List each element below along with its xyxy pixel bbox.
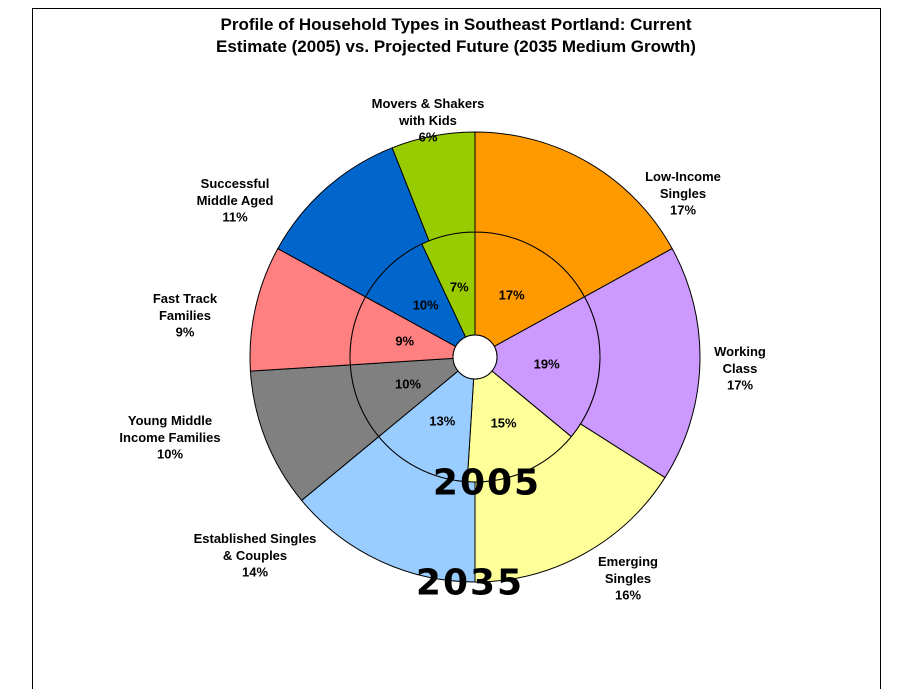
doughnut-slice [579, 247, 701, 479]
data-label: 7% [449, 279, 469, 295]
doughnut-slice [391, 131, 476, 242]
data-label: 9% [175, 324, 195, 340]
category-label: Established Singles & Couples [193, 531, 317, 563]
category-label: Movers & Shakers with Kids [371, 96, 485, 128]
data-label: 15% [490, 415, 517, 431]
category-label: Fast Track Families [152, 291, 218, 323]
chart-frame [32, 8, 881, 689]
category-label: Working Class [714, 344, 766, 376]
data-label: 14% [241, 564, 269, 580]
doughnut-hole [452, 334, 498, 380]
data-label: 19% [533, 356, 560, 372]
data-label: 17% [669, 202, 697, 218]
category-label: Emerging Singles [598, 554, 658, 586]
data-label: 6% [418, 129, 438, 145]
data-label: 13% [429, 413, 456, 429]
data-label: 10% [412, 297, 439, 312]
data-label: 10% [156, 446, 184, 462]
category-label: Successful Middle Aged [196, 176, 274, 208]
data-label: 10% [395, 376, 422, 391]
ring-label: 2005 [432, 462, 542, 504]
data-label: 16% [614, 587, 642, 603]
data-label: 17% [726, 377, 754, 393]
doughnut-slice [474, 423, 666, 583]
category-label: Young Middle Income Families [119, 413, 221, 445]
category-label: Low-Income Singles [645, 169, 721, 201]
ring-label: 2035 [415, 562, 525, 604]
doughnut-slice [474, 131, 673, 298]
data-label: 11% [222, 209, 248, 225]
chart-title: Profile of Household Types in Southeast … [216, 15, 696, 56]
data-label: 17% [498, 287, 525, 303]
data-label: 9% [395, 333, 415, 349]
